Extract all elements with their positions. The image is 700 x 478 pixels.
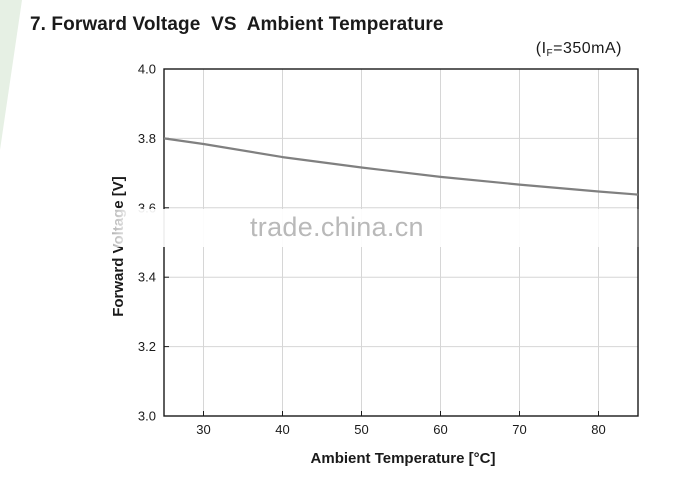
x-tick-label: 30 bbox=[196, 422, 210, 437]
corner-accent-decoration bbox=[0, 0, 22, 150]
x-tick-label: 80 bbox=[591, 422, 605, 437]
y-tick-label: 4.0 bbox=[138, 62, 156, 77]
y-tick-label: 3.8 bbox=[138, 131, 156, 146]
x-tick-label: 50 bbox=[354, 422, 368, 437]
x-axis-label: Ambient Temperature [°C] bbox=[311, 450, 496, 467]
y-tick-label: 3.2 bbox=[138, 339, 156, 354]
chart-title: 7. Forward Voltage VS Ambient Temperatur… bbox=[30, 14, 444, 35]
watermark-band bbox=[70, 209, 650, 247]
test-condition: (IF=350mA) bbox=[535, 40, 622, 59]
series-line bbox=[163, 137, 639, 196]
watermark-text: trade.china.cn bbox=[250, 212, 424, 242]
x-tick-label: 60 bbox=[433, 422, 447, 437]
y-tick-label: 3.0 bbox=[138, 409, 156, 424]
y-tick-label: 3.4 bbox=[138, 270, 156, 285]
x-tick-label: 70 bbox=[512, 422, 526, 437]
x-tick-label: 40 bbox=[275, 422, 289, 437]
